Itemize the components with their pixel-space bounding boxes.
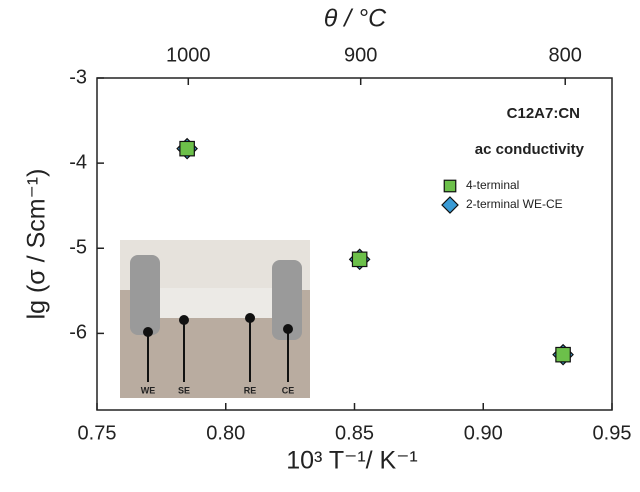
photo-electrode (130, 255, 160, 335)
inset-dot (179, 315, 189, 325)
y-tick-label: -4 (69, 151, 87, 173)
inset-photo (120, 240, 310, 398)
inset-label: CE (282, 385, 295, 395)
y-tick-label: -5 (69, 237, 87, 259)
inset-label: RE (244, 385, 257, 395)
legend-label: 4-terminal (466, 178, 519, 192)
y-tick-label: -6 (69, 322, 87, 344)
legend-label: 2-terminal WE-CE (466, 197, 563, 211)
photo-sample (150, 288, 290, 318)
point (555, 346, 571, 363)
x-tick-label: 0.90 (464, 422, 503, 444)
annotation: C12A7:CN (507, 105, 580, 122)
x2-tick-label: 1000 (166, 44, 211, 66)
legend-marker (443, 179, 457, 193)
x-tick-label: 0.80 (206, 422, 245, 444)
inset-dot (245, 313, 255, 323)
annotation: ac conductivity (475, 141, 585, 158)
x-tick-label: 0.95 (593, 422, 632, 444)
inset-label: WE (141, 385, 156, 395)
x-axis-label: 10³ T⁻¹/ K⁻¹ (286, 447, 418, 475)
inset-dot (143, 327, 153, 337)
legend-marker (441, 196, 459, 214)
x-tick-label: 0.85 (335, 422, 374, 444)
inset-dot (283, 324, 293, 334)
inset-label: SE (178, 385, 190, 395)
x-tick-label: 0.75 (78, 422, 117, 444)
x2-tick-label: 800 (549, 44, 582, 66)
y-tick-label: -3 (69, 66, 87, 88)
x2-tick-label: 900 (344, 44, 377, 66)
point (179, 140, 195, 157)
point (351, 251, 368, 268)
photo-electrode (272, 260, 302, 340)
x2-axis-label: θ / °C (324, 5, 387, 33)
y-axis-label: lg (σ / Scm⁻¹) (23, 169, 51, 320)
